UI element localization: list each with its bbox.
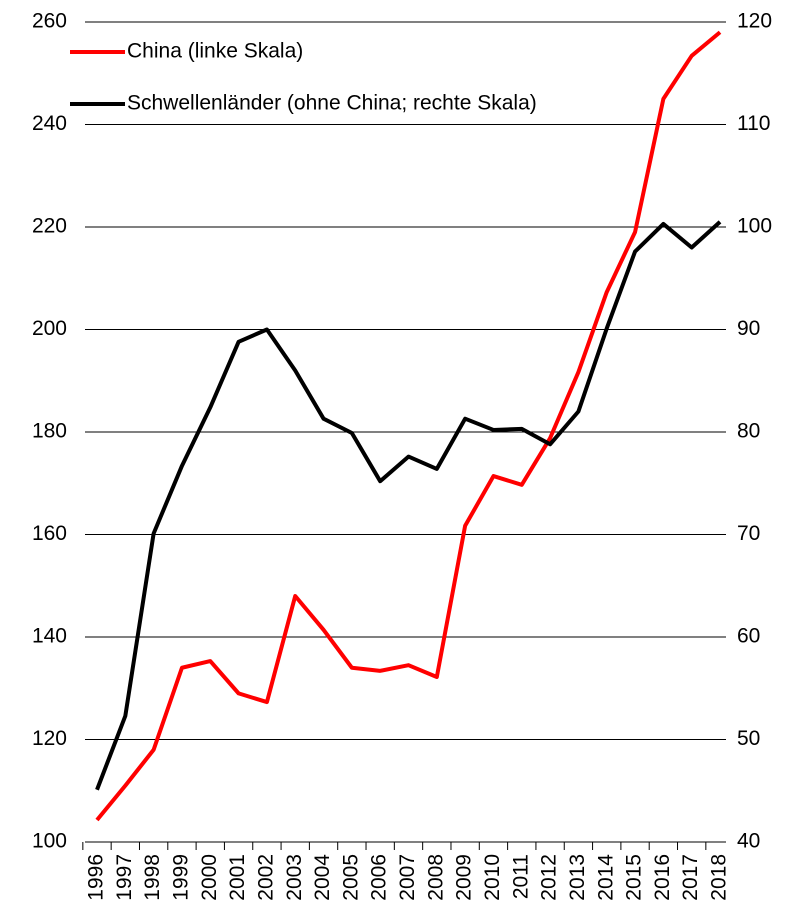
x-tick-label: 2003 xyxy=(283,854,306,901)
x-tick-label: 2006 xyxy=(368,854,391,901)
x-tick-label: 2009 xyxy=(453,854,476,901)
x-tick-label: 2010 xyxy=(481,854,504,901)
legend-label: China (linke Skala) xyxy=(127,40,303,63)
y2-tick-label: 110 xyxy=(737,112,770,135)
x-tick-label: 2013 xyxy=(566,854,589,901)
y-tick-label: 140 xyxy=(32,625,67,648)
line-series xyxy=(95,30,722,822)
y2-tick-label: 120 xyxy=(737,10,772,33)
y2-tick-label: 40 xyxy=(737,830,760,853)
x-tick-label: 2018 xyxy=(708,854,731,901)
y-tick-label: 260 xyxy=(32,10,67,33)
line-series xyxy=(95,220,722,791)
x-tick-label: 2004 xyxy=(311,854,334,901)
y-tick-label: 100 xyxy=(32,830,67,853)
x-tick-label: 1998 xyxy=(141,854,164,901)
y2-tick-label: 100 xyxy=(737,215,772,238)
x-tick-label: 2005 xyxy=(339,854,362,901)
y-tick-label: 200 xyxy=(32,317,67,340)
y2-tick-label: 70 xyxy=(737,522,760,545)
y-tick-label: 120 xyxy=(32,727,67,750)
x-tick-label: 2008 xyxy=(424,854,447,901)
x-tick-label: 2012 xyxy=(538,854,561,901)
x-tick-label: 2007 xyxy=(396,854,419,901)
y2-tick-label: 90 xyxy=(737,317,760,340)
y-tick-label: 160 xyxy=(32,522,67,545)
x-tick-label: 1996 xyxy=(85,854,108,901)
x-tick-label: 2015 xyxy=(623,854,646,901)
y2-tick-label: 60 xyxy=(737,625,760,648)
y-tick-label: 240 xyxy=(32,112,67,135)
legend-label: Schwellenländer (ohne China; rechte Skal… xyxy=(127,92,537,115)
y-tick-label: 180 xyxy=(32,420,67,443)
y-tick-label: 220 xyxy=(32,215,67,238)
x-tick-label: 2011 xyxy=(509,854,532,899)
y2-tick-label: 50 xyxy=(737,727,760,750)
x-tick-label: 2000 xyxy=(198,854,221,901)
x-tick-label: 1999 xyxy=(170,854,193,901)
x-tick-label: 2017 xyxy=(679,854,702,901)
x-tick-label: 2014 xyxy=(594,854,617,901)
x-tick-label: 2016 xyxy=(651,854,674,901)
x-tick-label: 1997 xyxy=(113,854,136,901)
x-tick-label: 2002 xyxy=(254,854,277,901)
y2-tick-label: 80 xyxy=(737,420,760,443)
x-tick-label: 2001 xyxy=(226,854,249,901)
